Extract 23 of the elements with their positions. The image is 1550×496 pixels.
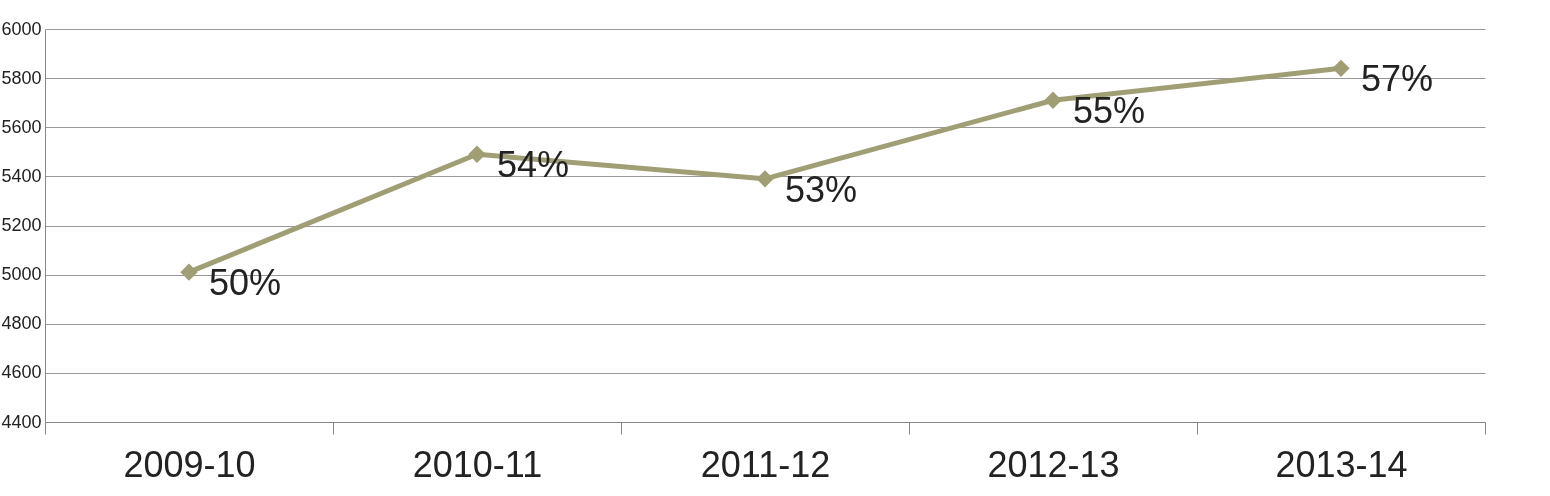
annotation: 53%: [785, 168, 858, 210]
x-tick-label: 2010-11: [412, 443, 543, 485]
point: [468, 145, 486, 163]
y-tick-label: 5000: [1, 264, 42, 285]
y-tick-label: 4400: [1, 411, 42, 432]
point: [756, 170, 774, 188]
y-tick-label: 5400: [1, 165, 42, 186]
point: [1044, 91, 1062, 109]
point: [1332, 59, 1350, 77]
y-tick-label: 4600: [1, 362, 42, 383]
x-tick-label: 2011-12: [700, 443, 831, 485]
annotation: 50%: [209, 262, 282, 304]
x-tick-label: 2012-13: [987, 443, 1120, 485]
y-tick-label: 6000: [1, 18, 42, 39]
y-tick-label: 5200: [1, 215, 42, 235]
x-tick-label: 2009-10: [123, 443, 256, 485]
annotation: 57%: [1361, 58, 1434, 100]
y-tick-label: 5800: [1, 67, 42, 88]
y-tick-label: 5600: [1, 116, 42, 137]
point: [180, 263, 198, 281]
annotation: 55%: [1073, 90, 1146, 132]
x-tick-label: 2013-14: [1275, 443, 1408, 485]
y-tick-label: 4800: [1, 313, 42, 334]
